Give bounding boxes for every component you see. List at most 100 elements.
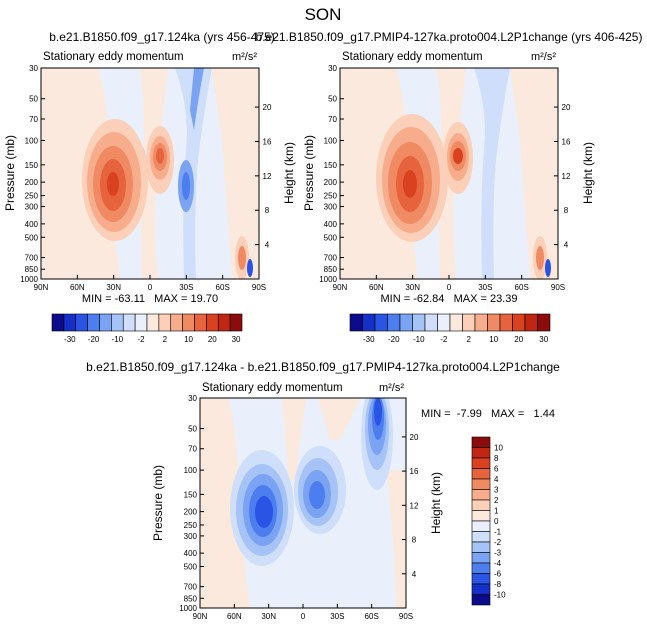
panel-1-ytick-label: 850 [25,265,39,274]
panel-2-ytick-label: 150 [324,161,338,170]
panel-1-colorbar-label: -30 [64,335,76,344]
panel-1-title: b.e21.B1850.f09_g17.124ka (yrs 456-475) [49,30,275,44]
panel-1-y2tick-label: 16 [263,137,272,146]
panel-1-ytick-label: 400 [25,220,39,229]
panel-2-colorbar-box [412,313,426,332]
panel-2-ytick-label: 700 [324,254,338,263]
panel-3-xtick-label: 60S [365,612,379,621]
panel-2-colorbar-box [462,313,476,332]
panel-1-y2label: Height (km) [282,142,296,204]
panel-3-colorbar-box [471,489,491,501]
panel-3-stats: MIN = -7.99 MAX = 1.44 [421,408,555,420]
panel-3-colorbar-box [471,478,491,490]
panel-3-colorbar-label: 3 [494,486,499,495]
panel-2-ytick-label: 50 [328,95,337,104]
panel-2-xtick-label: 0 [447,283,452,292]
panel-2-colorbar-box [437,313,451,332]
panel-3-colorbar-box [471,436,491,448]
panel-3-units: m²/s² [379,382,404,394]
panel-3-colorbar-box [471,468,491,480]
panel-3-ytick-label: 70 [188,445,197,454]
panel-3-colorbar-box [471,510,491,522]
panel-2-xtick-label: 60N [369,283,384,292]
panel-1-colorbar-box [63,313,77,332]
panel-3-xtick-label: 60N [227,612,242,621]
panel-3-colorbar-box [471,562,491,574]
panel-1-xtick-label: 0 [148,283,153,292]
panel-2-colorbar-label: 2 [467,335,472,344]
panel-1-stats: MIN = -63.11 MAX = 19.70 [82,293,218,305]
panel-1-colorbar-box [87,313,100,332]
panel-2-ytick-label: 300 [324,203,338,212]
panel-1-ytick-label: 200 [25,178,39,187]
panel-1-field [41,68,259,279]
panel-2-colorbar-box [399,313,413,332]
panel-2-xtick-label: 90S [551,283,565,292]
panel-3-title: b.e21.B1850.f09_g17.124ka - b.e21.B1850.… [86,360,560,374]
panel-2-colorbar-label: -30 [363,335,375,344]
panel-3-colorbar-box [471,457,491,469]
panel-3-colorbar-box [471,541,491,553]
panel-1-colorbar-label: -20 [88,335,100,344]
panel-3-y2tick-label: 8 [412,536,417,545]
panel-3-colorbar-label: -1 [494,528,502,537]
panel-1-subtitle: Stationary eddy momentum [43,51,184,63]
panel-3-colorbar-label: -10 [494,591,506,600]
panel-2-colorbar-box [374,313,388,332]
panel-3-colorbar-box [471,531,491,543]
panel-3-xtick-label: 90S [399,612,413,621]
panel-1: b.e21.B1850.f09_g17.124ka (yrs 456-475) … [3,30,296,344]
panel-1-colorbar-box [122,313,136,332]
panel-1-ytick-label: 1000 [20,275,38,284]
panel-1-colorbar-label: 30 [232,335,241,344]
panel-2-axes: 305070100150200250300400500700850100090N… [319,64,571,292]
panel-3-colorbar-label: 4 [494,475,499,484]
panel-1-ytick-label: 250 [25,192,39,201]
panel-1-ytick-label: 70 [29,115,38,124]
panel-3-ytick-label: 250 [184,521,198,530]
panel-1-y2tick-label: 12 [263,172,272,181]
panel-1-ytick-label: 30 [29,64,38,73]
panel-3-ytick-label: 50 [188,425,197,434]
panel-1-colorbar-box [146,313,160,332]
panel-3-ytick-label: 150 [184,490,198,499]
panel-1-colorbar-box [158,313,172,332]
panel-3-ytick-label: 700 [184,583,198,592]
panel-3-y2tick-label: 16 [410,467,419,476]
panel-2: b.e21.B1850.f09_g17.PMIP4-127ka.proto004… [256,30,643,344]
panel-2-ytick-label: 500 [324,233,338,242]
panel-1-xtick-label: 90N [34,283,49,292]
panel-2-subtitle: Stationary eddy momentum [342,51,483,63]
panel-3-colorbar-box [471,447,491,459]
panel-1-ytick-label: 700 [25,254,39,263]
panel-3-ytick-label: 850 [184,594,198,603]
panel-1-colorbar-box [51,313,65,332]
page-title: SON [305,5,342,24]
panel-1-colorbar-label: -10 [112,335,124,344]
panel-3-colorbar-box [471,573,491,585]
panel-3-subtitle: Stationary eddy momentum [202,382,343,394]
panel-1-ylabel: Pressure (mb) [3,135,17,211]
panel-3-colorbar-label: -2 [494,538,502,547]
panel-2-colorbar-label: -2 [440,335,448,344]
panel-2-ytick-label: 100 [324,136,338,145]
panel-3-colorbar-label: -6 [494,570,502,579]
panel-1-ytick-label: 50 [29,95,38,104]
panel-2-colorbar-box [512,313,526,332]
panel-2-colorbar-label: -10 [413,335,425,344]
panel-2-xtick-label: 90N [333,283,348,292]
panel-3-ytick-label: 500 [184,562,198,571]
panel-1-units: m²/s² [232,51,257,63]
panel-2-colorbar-box [487,313,501,332]
panel-1-colorbar-label: 2 [163,335,168,344]
panel-2-ytick-label: 400 [324,220,338,229]
panel-2-colorbar-label: 30 [539,335,548,344]
panel-3-y2tick-label: 20 [410,433,419,442]
panel-1-colorbar-box [75,313,88,332]
panel-3-field [200,398,406,608]
panel-1-colorbar-box [111,313,124,332]
panel-2-colorbar-box [362,313,376,332]
panel-3-axes: 305070100150200250300400500700850100090N… [179,394,419,621]
panel-3-colorbar-label: -8 [494,580,502,589]
panel-2-ytick-label: 30 [328,64,337,73]
